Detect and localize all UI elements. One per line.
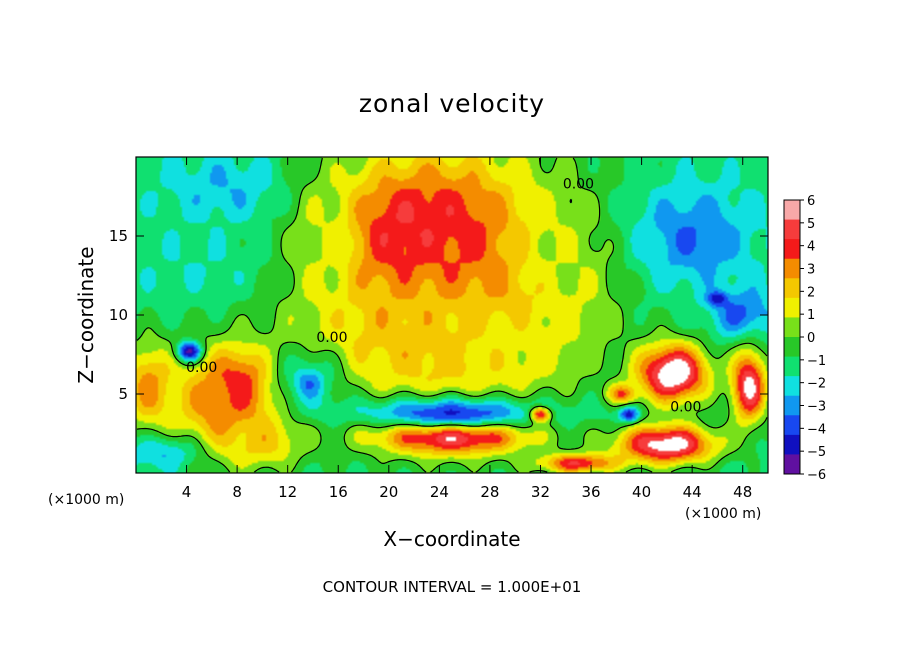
x-tick-label: 36 bbox=[581, 483, 600, 501]
colorbar-label: −4 bbox=[807, 422, 826, 437]
colorbar-swatch bbox=[784, 356, 800, 377]
x-unit-left: (×1000 m) bbox=[48, 492, 124, 508]
colorbar-swatch bbox=[784, 376, 800, 397]
contour-label: 0.00 bbox=[316, 330, 347, 346]
colorbar-label: −2 bbox=[807, 377, 826, 392]
colorbar-swatch bbox=[784, 239, 800, 260]
colorbar-swatch bbox=[784, 297, 800, 318]
colorbar-label: 5 bbox=[807, 217, 815, 232]
colorbar-swatch bbox=[784, 200, 800, 221]
x-tick-label: 44 bbox=[683, 483, 702, 501]
contour-label: 0.00 bbox=[563, 177, 594, 193]
colorbar-label: 1 bbox=[807, 308, 815, 323]
colorbar-label: 4 bbox=[807, 240, 815, 255]
colorbar-label: 6 bbox=[807, 194, 815, 209]
colorbar-swatch bbox=[784, 219, 800, 240]
x-tick-label: 28 bbox=[480, 483, 499, 501]
colorbar-swatch bbox=[784, 337, 800, 358]
x-unit-right: (×1000 m) bbox=[685, 506, 761, 522]
colorbar-swatch bbox=[784, 258, 800, 279]
x-tick-label: 48 bbox=[733, 483, 752, 501]
x-tick-label: 40 bbox=[632, 483, 651, 501]
colorbar-swatch bbox=[784, 454, 800, 475]
plot-area: 0.000.000.000.00 4 8 12 16 20 24 28 32 36 40 44 48 … bbox=[109, 156, 769, 501]
colorbar-swatch bbox=[784, 278, 800, 299]
colorbar-label: −1 bbox=[807, 354, 826, 369]
y-axis-label: Z−coordinate bbox=[74, 246, 98, 383]
contour-label: 0.00 bbox=[670, 399, 701, 415]
y-axis-ticks: 5 10 15 bbox=[109, 227, 768, 403]
x-tick-label: 20 bbox=[379, 483, 398, 501]
colorbar-swatch bbox=[784, 395, 800, 416]
colorbar-swatch bbox=[784, 317, 800, 338]
y-tick-label: 10 bbox=[109, 306, 128, 324]
colorbar-swatch bbox=[784, 434, 800, 455]
colorbar-label: −3 bbox=[807, 400, 826, 415]
y-tick-label: 5 bbox=[118, 385, 128, 403]
colorbar-label: −5 bbox=[807, 445, 826, 460]
contour-interval-note: CONTOUR INTERVAL = 1.000E+01 bbox=[323, 578, 582, 596]
x-tick-label: 32 bbox=[531, 483, 550, 501]
zero-contour-line bbox=[136, 157, 768, 473]
colorbar-label: 2 bbox=[807, 285, 815, 300]
zero-contours: 0.00 0.00 0.00 0.00 bbox=[136, 157, 768, 473]
x-tick-label: 16 bbox=[329, 483, 348, 501]
colorbar-label: 0 bbox=[807, 331, 815, 346]
colorbar: 6 5 4 3 2 1 0 −1 −2 −3 −4 −5 −6 bbox=[783, 194, 826, 483]
x-axis-label: X−coordinate bbox=[383, 527, 520, 551]
colorbar-swatch bbox=[784, 415, 800, 436]
contour-label: 0.00 bbox=[186, 360, 217, 376]
x-tick-label: 4 bbox=[182, 483, 192, 501]
x-tick-label: 12 bbox=[278, 483, 297, 501]
x-tick-label: 24 bbox=[430, 483, 449, 501]
x-axis-ticks: 4 8 12 16 20 24 28 32 36 40 44 48 bbox=[182, 157, 752, 501]
colorbar-label: −6 bbox=[807, 468, 826, 483]
colorbar-label: 3 bbox=[807, 263, 815, 278]
chart-title: zonal velocity bbox=[359, 89, 545, 118]
y-tick-label: 15 bbox=[109, 227, 128, 245]
x-tick-label: 8 bbox=[232, 483, 242, 501]
